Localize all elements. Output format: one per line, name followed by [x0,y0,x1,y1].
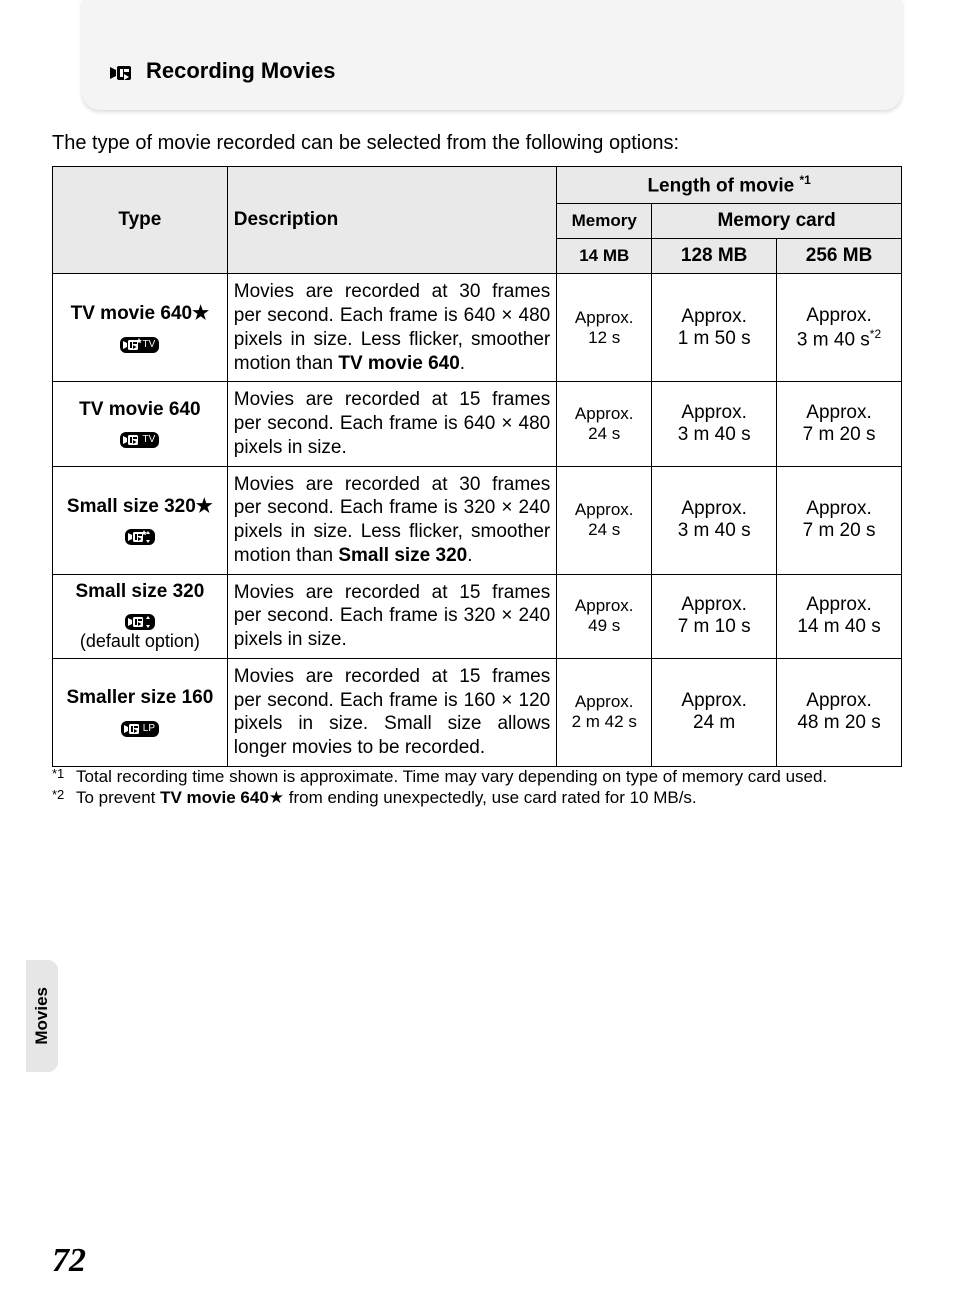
card-128-cell: Approx.3 m 40 s [652,382,777,466]
description-cell: Movies are recorded at 30 frames per sec… [227,274,556,382]
th-description: Description [227,167,556,274]
table-row: TV movie 640 TVMovies are recorded at 15… [53,382,902,466]
table-row: Smaller size 160 LPMovies are recorded a… [53,658,902,766]
memory-cell: Approx.2 m 42 s [557,658,652,766]
description-cell: Movies are recorded at 15 frames per sec… [227,574,556,658]
description-cell: Movies are recorded at 15 frames per sec… [227,382,556,466]
card-256-cell: Approx.14 m 40 s [777,574,902,658]
footnotes: *1 Total recording time shown is approxi… [52,766,902,809]
movie-mode-icon [125,529,155,545]
type-cell: Small size 320★ [53,466,228,574]
table-row: TV movie 640★ TVMovies are recorded at 3… [53,274,902,382]
th-type: Type [53,167,228,274]
section-header: Recording Movies [82,0,902,110]
type-name: Small size 320★ [59,495,221,518]
footnote-1: *1 Total recording time shown is approxi… [52,766,902,787]
th-memory-card: Memory card [652,204,902,239]
card-128-cell: Approx.1 m 50 s [652,274,777,382]
description-cell: Movies are recorded at 30 frames per sec… [227,466,556,574]
type-cell: TV movie 640★ TV [53,274,228,382]
card-256-cell: Approx.3 m 40 s*2 [777,274,902,382]
memory-cell: Approx.49 s [557,574,652,658]
type-name: Small size 320 [59,581,221,603]
movie-mode-icon: TV [120,432,159,448]
description-cell: Movies are recorded at 15 frames per sec… [227,658,556,766]
card-128-cell: Approx.7 m 10 s [652,574,777,658]
type-cell: Small size 320 (default option) [53,574,228,658]
table-row: Small size 320★ Movies are recorded at 3… [53,466,902,574]
movie-mode-icon: LP [121,721,159,737]
type-name: Smaller size 160 [59,687,221,709]
card-256-cell: Approx.7 m 20 s [777,466,902,574]
card-128-cell: Approx.24 m [652,658,777,766]
sidebar-label: Movies [32,987,52,1045]
header-title: Recording Movies [146,58,335,84]
th-length: Length of movie *1 [557,167,902,204]
movie-mode-icon [125,614,155,630]
type-name: TV movie 640★ [59,302,221,325]
th-memory: Memory [557,204,652,239]
memory-cell: Approx.12 s [557,274,652,382]
movie-mode-icon: TV [120,337,159,353]
intro-text: The type of movie recorded can be select… [52,132,679,155]
th-128mb: 128 MB [652,239,777,274]
type-sub: (default option) [59,631,221,652]
card-256-cell: Approx.7 m 20 s [777,382,902,466]
th-14mb: 14 MB [557,239,652,274]
card-128-cell: Approx.3 m 40 s [652,466,777,574]
memory-cell: Approx.24 s [557,382,652,466]
movie-options-table: Type Description Length of movie *1 Memo… [52,166,902,767]
type-name: TV movie 640 [59,399,221,421]
card-256-cell: Approx.48 m 20 s [777,658,902,766]
type-cell: TV movie 640 TV [53,382,228,466]
page-number: 72 [52,1242,86,1280]
sidebar-tab: Movies [26,960,58,1072]
th-256mb: 256 MB [777,239,902,274]
type-cell: Smaller size 160 LP [53,658,228,766]
footnote-2: *2 To prevent TV movie 640★ from ending … [52,787,902,808]
memory-cell: Approx.24 s [557,466,652,574]
table-row: Small size 320 (default option)Movies ar… [53,574,902,658]
movie-camera-icon [110,64,136,84]
